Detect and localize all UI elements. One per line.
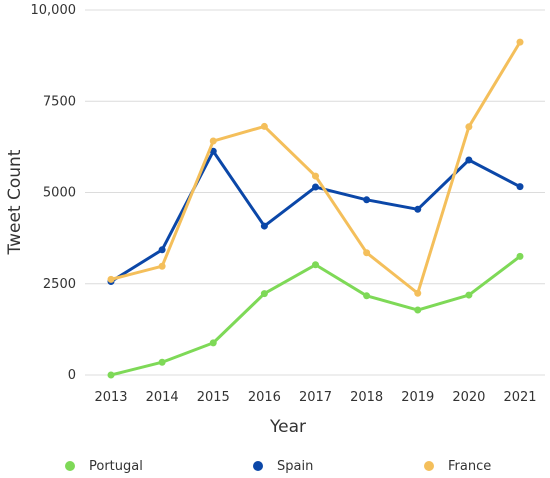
data-point-france (260, 122, 268, 130)
data-point-france (312, 172, 319, 180)
data-point-spain (260, 222, 268, 230)
y-tick-label: 10,000 (31, 3, 77, 18)
x-tick-label: 2014 (146, 390, 179, 405)
x-tick-label: 2019 (401, 390, 434, 405)
y-tick-label: 7500 (43, 94, 76, 109)
legend-marker-portugal (65, 461, 75, 471)
data-point-portugal (363, 292, 371, 300)
data-point-france (107, 275, 115, 283)
data-point-spain (363, 196, 371, 204)
legend: Portugal Spain France (65, 459, 491, 474)
x-tick-label: 2015 (197, 390, 230, 405)
data-point-spain (414, 205, 422, 213)
legend-label-portugal: Portugal (89, 459, 143, 474)
data-point-spain (465, 156, 473, 164)
y-tick-labels: 0 2500 5000 7500 10,000 (31, 3, 77, 383)
legend-item-portugal: Portugal (65, 459, 143, 474)
data-point-spain (209, 147, 217, 155)
legend-label-spain: Spain (277, 459, 313, 474)
x-tick-label: 2017 (299, 390, 332, 405)
legend-label-france: France (448, 459, 491, 474)
data-point-portugal (312, 261, 319, 269)
x-tick-label: 2013 (94, 390, 127, 405)
data-point-france (516, 38, 524, 46)
y-tick-label: 0 (68, 368, 76, 383)
data-point-spain (158, 246, 166, 254)
data-point-portugal (465, 291, 473, 299)
data-point-france (158, 262, 166, 270)
series-line-portugal (109, 254, 522, 377)
grid-lines (85, 9, 545, 376)
data-point-france (363, 249, 371, 257)
data-point-france (209, 137, 217, 145)
y-tick-label: 5000 (43, 186, 76, 201)
data-point-portugal (516, 252, 524, 260)
legend-marker-france (424, 461, 434, 471)
legend-marker-spain (253, 461, 263, 471)
series-line-france (109, 40, 522, 295)
series-lines (107, 38, 524, 379)
data-point-portugal (260, 290, 268, 298)
x-tick-label: 2016 (248, 390, 281, 405)
data-point-france (465, 123, 473, 131)
data-point-portugal (107, 371, 115, 379)
x-tick-labels: 2013 2014 2015 2016 2017 2018 2019 2020 2021 (94, 390, 536, 405)
data-point-portugal (414, 306, 422, 314)
legend-item-france: France (424, 459, 491, 474)
data-point-france (414, 289, 422, 297)
x-tick-label: 2021 (503, 390, 536, 405)
series-portugal (107, 252, 524, 379)
x-tick-label: 2018 (350, 390, 383, 405)
y-tick-label: 2500 (43, 277, 76, 292)
data-point-spain (516, 183, 524, 191)
y-axis-title: Tweet Count (5, 149, 25, 255)
data-point-portugal (209, 339, 217, 347)
series-spain (107, 147, 524, 286)
data-point-spain (312, 183, 319, 191)
series-france (107, 38, 524, 297)
data-point-portugal (158, 358, 166, 366)
x-axis-title: Year (269, 417, 306, 437)
x-tick-label: 2020 (452, 390, 485, 405)
legend-item-spain: Spain (253, 459, 313, 474)
